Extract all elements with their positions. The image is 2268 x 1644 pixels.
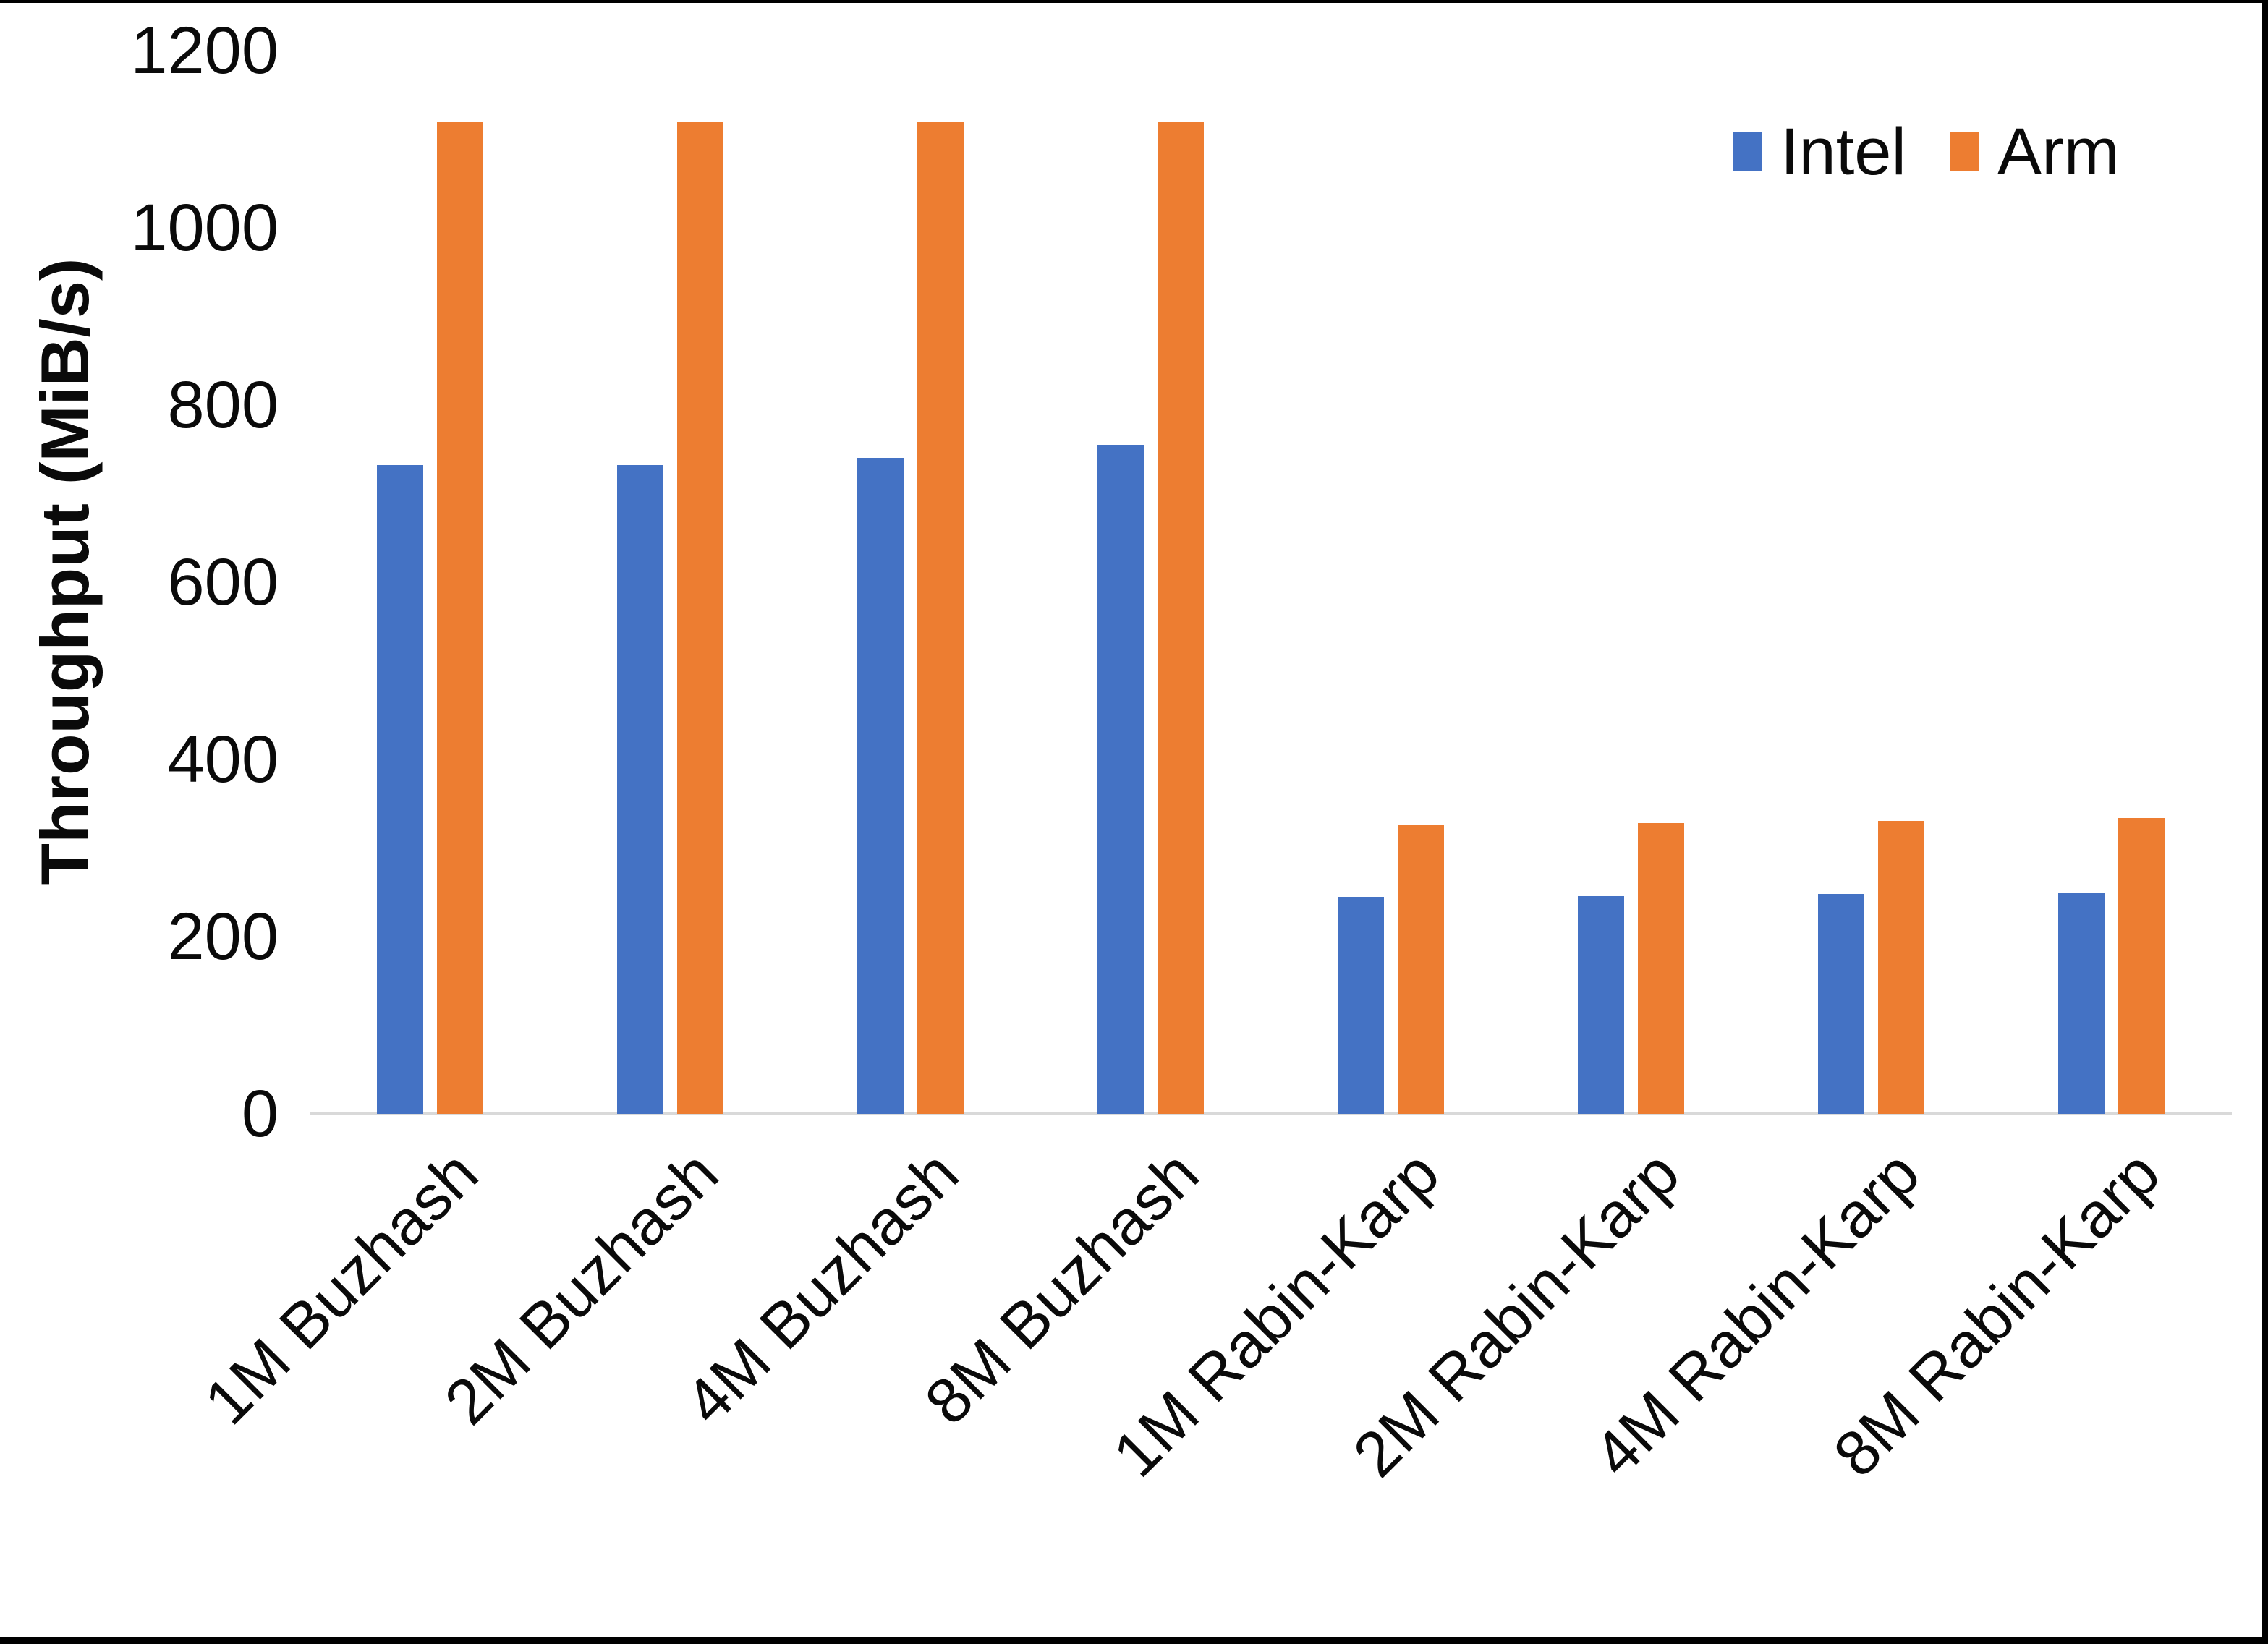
legend-item-arm: Arm <box>1949 115 2120 189</box>
bar-arm-1m-rabin-karp <box>1398 825 1444 1114</box>
bar-intel-4m-rabin-karp <box>1818 894 1864 1114</box>
bar-arm-8m-rabin-karp <box>2118 818 2165 1114</box>
x-axis-line <box>310 1112 2232 1115</box>
bar-arm-2m-buzhash <box>677 122 723 1114</box>
screenshot-border-right <box>2262 0 2268 1644</box>
legend-label-arm: Arm <box>1997 115 2120 189</box>
y-tick-label-1000: 1000 <box>130 191 279 265</box>
bar-intel-2m-rabin-karp <box>1578 896 1624 1114</box>
legend-swatch-arm <box>1949 132 1979 171</box>
bar-arm-4m-rabin-karp <box>1878 821 1924 1114</box>
bar-arm-4m-buzhash <box>917 122 964 1114</box>
screenshot-border-top <box>0 0 2268 3</box>
bar-intel-2m-buzhash <box>617 465 663 1114</box>
y-tick-label-400: 400 <box>167 723 279 796</box>
legend-label-intel: Intel <box>1780 115 1906 189</box>
y-tick-label-1200: 1200 <box>130 14 279 88</box>
y-tick-label-0: 0 <box>241 1077 279 1151</box>
bar-intel-1m-rabin-karp <box>1338 897 1384 1114</box>
y-tick-label-600: 600 <box>167 545 279 619</box>
legend: Intel Arm <box>1733 116 2120 188</box>
bar-intel-1m-buzhash <box>377 465 423 1114</box>
bar-arm-2m-rabin-karp <box>1638 823 1684 1114</box>
bar-arm-8m-buzhash <box>1158 122 1204 1114</box>
legend-item-intel: Intel <box>1733 116 1906 188</box>
bar-arm-1m-buzhash <box>437 122 483 1114</box>
bar-intel-8m-rabin-karp <box>2058 893 2105 1114</box>
screenshot-border-bottom <box>0 1637 2268 1644</box>
legend-swatch-intel <box>1733 132 1762 171</box>
bar-intel-4m-buzhash <box>857 458 904 1114</box>
y-tick-label-200: 200 <box>167 900 279 974</box>
bar-intel-8m-buzhash <box>1097 445 1144 1114</box>
y-tick-label-800: 800 <box>167 368 279 442</box>
